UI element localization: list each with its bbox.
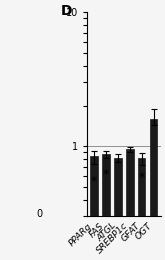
- Text: *: *: [103, 167, 109, 180]
- Text: *: *: [91, 174, 97, 187]
- Bar: [90, 156, 98, 260]
- Bar: [114, 158, 122, 260]
- Bar: [126, 149, 133, 260]
- Text: D: D: [61, 4, 73, 18]
- Bar: [102, 154, 110, 260]
- Bar: [138, 158, 146, 260]
- Text: 0: 0: [37, 209, 43, 219]
- Text: *: *: [139, 171, 145, 184]
- Bar: [150, 119, 157, 260]
